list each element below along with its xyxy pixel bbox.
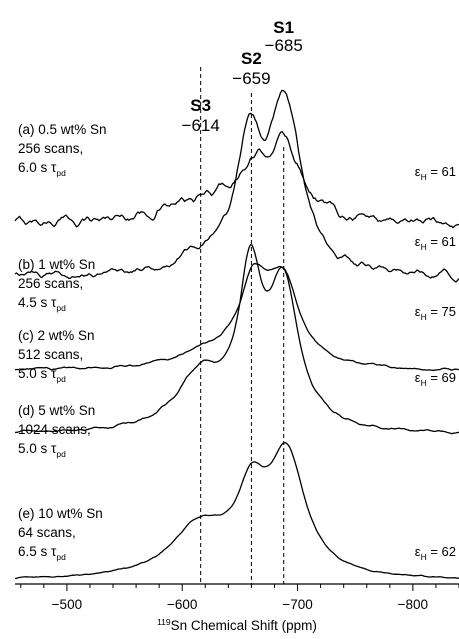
trace-delay-subscript-5: pd: [56, 552, 66, 562]
trace-scans-3: 512 scans,: [18, 347, 83, 362]
trace-efficiency-subscript-5: H: [421, 552, 427, 562]
trace-efficiency-2: εH = 61: [415, 234, 456, 252]
trace-efficiency-value-2: = 61: [427, 234, 456, 249]
trace-delay-2: 4.5 s τpd: [18, 295, 66, 313]
peak-value-s1: −685: [265, 36, 303, 55]
x-axis-title-isotope: 119: [157, 617, 171, 627]
trace-efficiency-subscript-1: H: [421, 172, 427, 182]
trace-efficiency-symbol-3: ε: [415, 304, 421, 319]
trace-line-2: [14, 89, 459, 283]
spectra-traces: [14, 89, 459, 580]
trace-scans-4: 1024 scans,: [18, 422, 91, 437]
x-tick-label: −600: [167, 597, 197, 612]
trace-efficiency-5: εH = 62: [415, 544, 456, 562]
trace-delay-1: 6.0 s τpd: [18, 160, 66, 178]
trace-efficiency-value-5: = 62: [427, 544, 456, 559]
peak-title-s2: S2: [241, 49, 262, 68]
trace-scans-5: 64 scans,: [18, 525, 76, 540]
trace-line-5: [14, 441, 459, 580]
peak-title-s3: S3: [190, 96, 211, 115]
trace-label-2: (b) 1 wt% Sn: [18, 257, 95, 272]
trace-scans-1: 256 scans,: [18, 141, 83, 156]
trace-label-3: (c) 2 wt% Sn: [18, 328, 95, 343]
trace-efficiency-symbol-4: ε: [415, 370, 421, 385]
trace-efficiency-3: εH = 75: [415, 304, 456, 322]
trace-efficiency-value-4: = 69: [427, 370, 456, 385]
trace-efficiency-value-3: = 75: [427, 304, 456, 319]
x-tick-label: −800: [398, 597, 428, 612]
trace-efficiency-value-1: = 61: [427, 164, 456, 179]
trace-efficiency-subscript-2: H: [421, 242, 427, 252]
x-axis-title-text: Sn Chemical Shift (ppm): [171, 618, 317, 633]
trace-delay-3: 5.0 s τpd: [18, 366, 66, 384]
trace-efficiency-symbol-1: ε: [415, 164, 421, 179]
trace-delay-subscript-2: pd: [56, 303, 66, 313]
trace-scans-2: 256 scans,: [18, 276, 83, 291]
peak-value-s3: −614: [182, 116, 220, 135]
trace-line-1: [14, 131, 459, 229]
trace-label-1: (a) 0.5 wt% Sn: [18, 122, 107, 137]
trace-delay-5: 6.5 s τpd: [18, 544, 66, 562]
x-axis-title: 119Sn Chemical Shift (ppm): [157, 617, 317, 633]
peak-value-s2: −659: [232, 69, 270, 88]
trace-efficiency-symbol-2: ε: [415, 234, 421, 249]
x-axis: −500 −600 −700 −800 119Sn Chemical Shift (pp…: [15, 583, 459, 633]
trace-line-4: [14, 244, 459, 435]
trace-efficiency-subscript-4: H: [421, 378, 427, 388]
trace-efficiency-1: εH = 61: [415, 164, 456, 182]
trace-efficiency-4: εH = 69: [415, 370, 456, 388]
trace-label-5: (e) 10 wt% Sn: [18, 506, 103, 521]
x-tick-label: −500: [52, 597, 82, 612]
trace-line-3: [14, 262, 459, 372]
trace-delay-subscript-3: pd: [56, 374, 66, 384]
trace-efficiency-symbol-5: ε: [415, 544, 421, 559]
trace-label-4: (d) 5 wt% Sn: [18, 403, 95, 418]
trace-delay-subscript-4: pd: [56, 449, 66, 459]
trace-delay-subscript-1: pd: [56, 168, 66, 178]
x-tick-label: −700: [282, 597, 312, 612]
trace-delay-4: 5.0 s τpd: [18, 441, 66, 459]
trace-efficiency-subscript-3: H: [421, 312, 427, 322]
peak-title-s1: S1: [273, 18, 294, 37]
